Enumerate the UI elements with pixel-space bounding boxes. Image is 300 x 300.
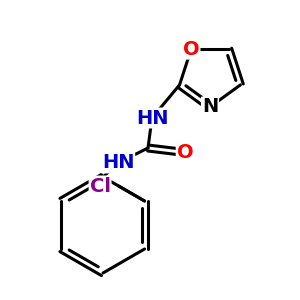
- Text: O: O: [183, 40, 200, 58]
- Text: Cl: Cl: [90, 176, 111, 196]
- Text: O: O: [177, 142, 193, 161]
- Text: N: N: [202, 98, 218, 116]
- Text: HN: HN: [102, 154, 134, 172]
- Text: HN: HN: [136, 109, 168, 128]
